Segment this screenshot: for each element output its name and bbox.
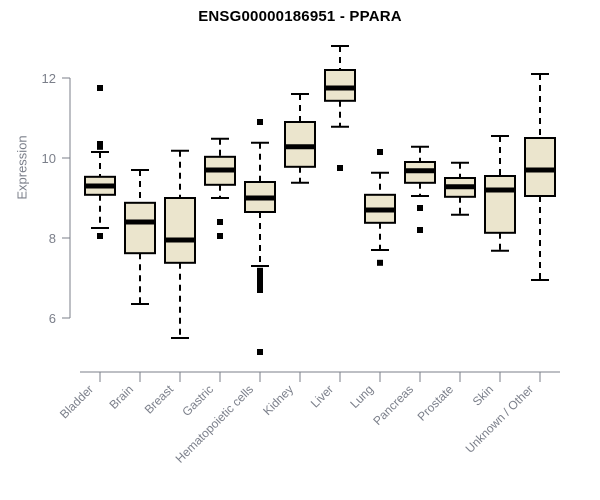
box-plot-item	[444, 161, 476, 216]
x-axis	[80, 371, 560, 382]
box-series	[84, 45, 556, 355]
x-axis-tick-label: Lung	[347, 382, 376, 411]
box-plot-item	[364, 149, 396, 266]
y-axis-tick-label: 8	[49, 231, 56, 246]
box-plot-item	[164, 149, 196, 339]
box-plot-item	[244, 119, 276, 355]
outlier-point	[257, 119, 263, 125]
box-plot-item	[84, 85, 116, 239]
box-iqr	[524, 137, 556, 197]
outlier-point	[97, 143, 103, 150]
x-axis-tick-label: Brain	[106, 382, 136, 412]
x-axis-tick-label: Prostate	[415, 382, 457, 424]
box-iqr	[324, 69, 356, 102]
outlier-point	[377, 149, 383, 155]
outlier-point	[417, 227, 423, 233]
outlier-point	[97, 85, 103, 91]
box-plot-item	[484, 135, 516, 252]
box-plot-item	[284, 93, 316, 184]
outlier-point	[217, 233, 223, 239]
outlier-point	[257, 277, 263, 283]
outlier-point	[257, 267, 263, 274]
outlier-point	[257, 349, 263, 355]
y-axis: 6 8 10 12	[42, 71, 71, 326]
box-plot-item	[124, 169, 156, 305]
outlier-point	[257, 281, 263, 288]
y-axis-tick-label: 12	[42, 71, 56, 86]
y-axis-tick-label: 6	[49, 311, 56, 326]
outlier-point	[417, 205, 423, 211]
box-iqr	[164, 197, 196, 264]
outlier-point	[377, 259, 383, 266]
outlier-point	[217, 219, 223, 225]
y-axis-tick-label: 10	[42, 151, 56, 166]
x-axis-tick-label: Kidney	[260, 382, 296, 418]
box-plot-item	[204, 137, 236, 239]
x-axis-tick-label: Skin	[470, 382, 496, 408]
x-axis-tick-label: Bladder	[57, 382, 96, 421]
x-axis-tick-label: Unknown / Other	[463, 382, 537, 456]
outlier-point	[337, 165, 343, 171]
x-axis-tick-label: Hematopoietic cells	[173, 382, 256, 465]
box-plot-item	[404, 145, 436, 233]
x-axis-tick-label: Breast	[142, 382, 177, 417]
x-axis-tick-label: Liver	[308, 382, 336, 410]
outlier-point	[257, 287, 263, 293]
x-axis-tick-label: Gastric	[179, 382, 216, 419]
box-plot-item	[524, 73, 556, 281]
page-title: ENSG00000186951 - PPARA	[198, 8, 402, 25]
x-axis-tick-label: Pancreas	[370, 382, 416, 428]
box-plot-item	[324, 45, 356, 171]
box-iqr	[484, 175, 516, 234]
outlier-point	[97, 233, 103, 239]
box-iqr	[124, 201, 156, 255]
